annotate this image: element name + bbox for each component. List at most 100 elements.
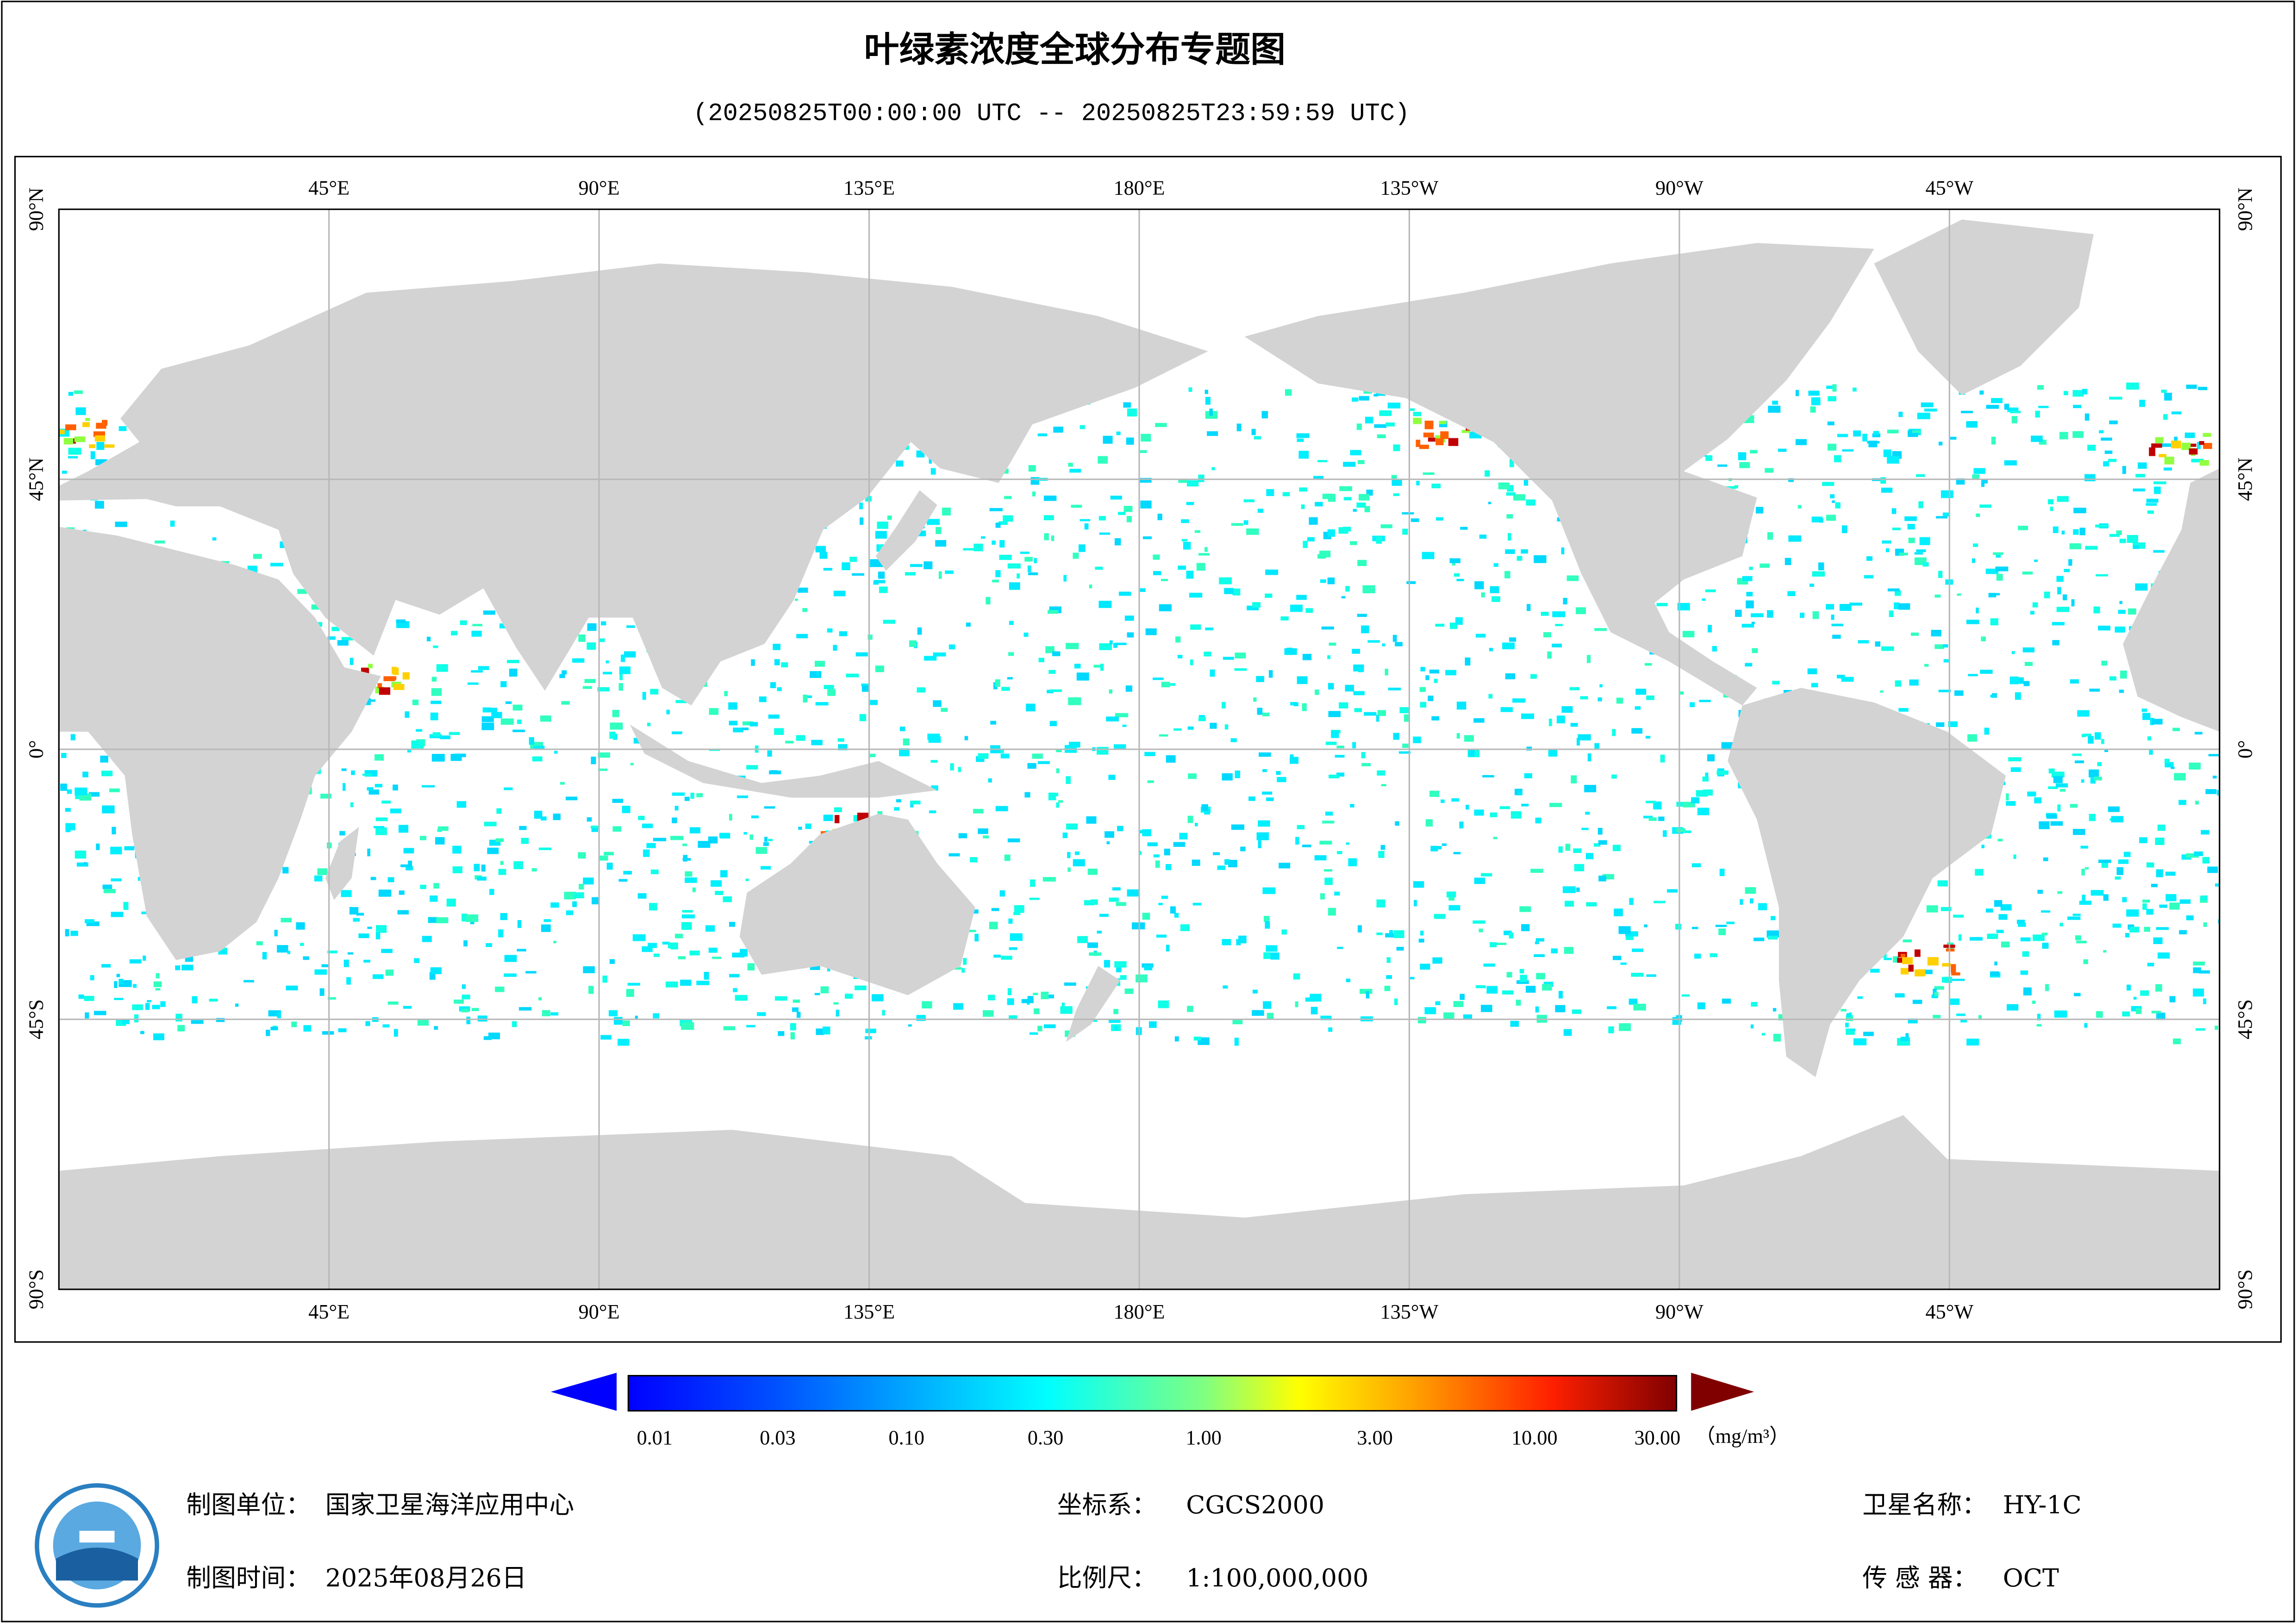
pixel xyxy=(2017,920,2025,924)
pixel xyxy=(498,869,506,875)
pixel xyxy=(63,438,74,445)
pixel xyxy=(114,998,124,1000)
pixel xyxy=(1138,450,1147,453)
pixel xyxy=(1966,421,1978,428)
pixel xyxy=(452,866,462,873)
pixel xyxy=(343,959,349,967)
pixel xyxy=(2149,447,2156,456)
pixel xyxy=(572,901,577,908)
pixel xyxy=(2159,454,2167,458)
pixel xyxy=(1633,1003,1646,1011)
pixel xyxy=(1972,474,1979,479)
pixel xyxy=(1597,827,1603,835)
pixel xyxy=(1109,640,1113,645)
pixel xyxy=(500,681,507,687)
pixel xyxy=(608,1010,618,1016)
pixel xyxy=(681,922,692,930)
pixel xyxy=(1943,644,1948,648)
pixel xyxy=(1282,492,1290,497)
pixel xyxy=(1296,433,1310,438)
pixel xyxy=(2154,486,2161,494)
pixel xyxy=(1460,527,1468,530)
pixel xyxy=(90,975,94,981)
pixel xyxy=(769,771,781,775)
pixel xyxy=(2173,1038,2181,1045)
pixel xyxy=(1073,553,1079,559)
pixel xyxy=(855,985,867,990)
pixel xyxy=(513,861,524,870)
pixel xyxy=(1122,724,1127,727)
pixel xyxy=(1660,754,1665,763)
pixel xyxy=(1750,1024,1754,1029)
pixel xyxy=(504,955,517,962)
pixel xyxy=(104,444,115,448)
pixel xyxy=(124,846,135,851)
lon-label-top: 135°E xyxy=(843,177,895,199)
pixel xyxy=(1007,838,1020,843)
pixel xyxy=(1234,1038,1239,1046)
colorbar-tick-label: 10.00 xyxy=(1511,1426,1558,1449)
pixel xyxy=(1328,711,1341,717)
pixel xyxy=(1376,899,1385,908)
pixel xyxy=(2080,846,2088,849)
pixel xyxy=(1767,532,1773,540)
pixel xyxy=(1870,969,1880,973)
pixel xyxy=(256,941,263,945)
pixel xyxy=(2142,903,2147,910)
pixel xyxy=(2146,909,2153,915)
pixel xyxy=(2164,759,2170,764)
pixel xyxy=(1612,956,1622,960)
pixel xyxy=(963,548,975,551)
pixel xyxy=(711,880,722,887)
pixel xyxy=(1722,998,1731,1004)
pixel xyxy=(1697,808,1710,815)
pixel xyxy=(1008,652,1014,656)
pixel xyxy=(1068,462,1073,467)
pixel xyxy=(1690,702,1695,707)
pixel xyxy=(1723,486,1737,489)
pixel xyxy=(372,974,384,979)
pixel xyxy=(1679,691,1684,695)
pixel xyxy=(1361,625,1369,634)
pixel xyxy=(2074,993,2081,996)
pixel xyxy=(1751,622,1755,624)
pixel xyxy=(1872,433,1881,437)
pixel xyxy=(860,517,864,525)
pixel xyxy=(824,685,834,690)
pixel xyxy=(362,773,372,776)
pixel xyxy=(466,1016,471,1025)
pixel xyxy=(1231,824,1245,830)
pixel xyxy=(970,857,978,863)
pixel xyxy=(1066,776,1071,784)
pixel xyxy=(1916,474,1925,477)
pixel xyxy=(1009,947,1017,950)
pixel xyxy=(1193,1036,1201,1041)
pixel xyxy=(1809,584,1814,587)
pixel xyxy=(1136,974,1148,983)
pixel xyxy=(1448,905,1460,911)
pixel xyxy=(2151,1011,2161,1014)
pixel xyxy=(75,850,87,859)
pixel xyxy=(1510,811,1522,819)
pixel xyxy=(2101,739,2104,744)
pixel xyxy=(398,825,409,833)
pixel xyxy=(2099,430,2104,434)
pixel xyxy=(1488,694,1493,699)
pixel xyxy=(674,806,679,811)
pixel xyxy=(373,826,384,828)
pixel xyxy=(1635,689,1647,695)
pixel xyxy=(463,940,468,947)
pixel xyxy=(101,964,111,968)
pixel xyxy=(2073,508,2086,514)
pixel xyxy=(1188,387,1192,392)
pixel xyxy=(1549,802,1562,807)
pixel xyxy=(1631,728,1643,734)
pixel xyxy=(2119,539,2126,543)
pixel xyxy=(1190,624,1201,630)
pixel xyxy=(1309,517,1318,525)
pixel xyxy=(764,806,775,809)
pixel xyxy=(2033,934,2045,941)
pixel xyxy=(2089,688,2100,692)
greenland xyxy=(1874,219,2094,395)
pixel xyxy=(626,989,634,997)
